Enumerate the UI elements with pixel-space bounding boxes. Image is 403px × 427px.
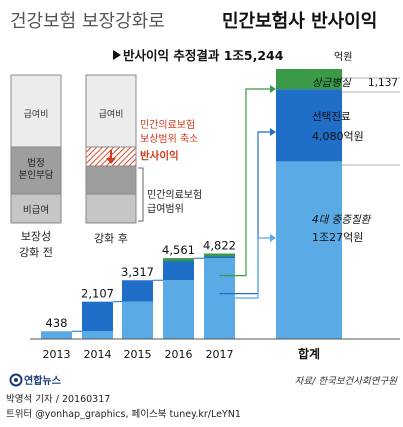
after-nonbenefit-segment (85, 193, 137, 224)
logo-icon (9, 373, 23, 387)
title-light: 건강보험 보장강화로 (10, 11, 165, 32)
after-benefit-segment (85, 74, 137, 148)
before-nonbenefit-label: 비급여 (23, 204, 49, 216)
year-label-2015: 2015 (124, 348, 152, 361)
selective-label-2: 4,080억원 (312, 130, 364, 143)
total-segment-ward (276, 69, 342, 90)
range-label-1: 민간의료보험 (147, 189, 202, 201)
after-copay-segment (85, 165, 137, 195)
logo-dot (14, 378, 18, 382)
bar-top-accent-2016 (163, 258, 194, 262)
bar-base-2014 (82, 331, 113, 339)
diagram-before: 급여비 법정 본인부담 비급여 보장성 강화 전 (10, 74, 62, 259)
before-caption-1: 보장성 (21, 230, 51, 243)
before-copay-label2: 본인부담 (19, 169, 54, 181)
subtitle-main: 반사이익 추정결과 1조5,244 (123, 48, 284, 63)
year-label-2017: 2017 (206, 348, 234, 361)
bar-chart: 438 2013 2,107 2014 3,317 2015 4,561 2016 4,822 2… (30, 69, 400, 361)
before-benefit-label: 급여비 (24, 108, 49, 120)
bar-base-2017 (204, 258, 235, 339)
year-label-2016: 2016 (165, 348, 193, 361)
value-label-2017: 4,822 (203, 239, 236, 253)
before-benefit-segment (10, 74, 62, 148)
shrink-label-2: 보상범위 축소 (140, 132, 198, 145)
title-bold: 민간보험사 반사이익 (222, 10, 377, 32)
bar-increment-2014 (82, 301, 113, 332)
arrow-to-ward-head (270, 85, 276, 93)
before-caption-2: 강화 전 (19, 246, 53, 259)
arrow-to-severe (219, 237, 270, 299)
before-copay-label1: 법정 (27, 158, 44, 169)
bar-2013 (41, 331, 72, 339)
diagram-after: 급여비 강화 후 (85, 74, 137, 245)
ward-label-2: 1,137 (368, 77, 398, 89)
range-label-2: 급여범위 (147, 202, 184, 215)
range-bracket (138, 167, 144, 222)
shrink-label-3: 반사이익 (140, 149, 179, 162)
bar-top-accent-2017 (204, 253, 235, 257)
value-label-2016: 4,561 (162, 243, 195, 257)
severe-label-1: 4대 중증질환 (312, 214, 372, 226)
arrow-to-selective (219, 131, 270, 295)
source-text: 자료/ 한국보건사회연구원 (295, 376, 399, 387)
selective-label-1: 선택진료 (312, 111, 351, 123)
after-caption: 강화 후 (94, 232, 128, 245)
subtitle-unit: 억원 (334, 51, 352, 63)
credit-line-2: 트위터 @yonhap_graphics, 페이스북 tuney.kr/LeYN… (6, 409, 241, 420)
before-nonbenefit-segment (10, 193, 62, 224)
shrink-arrow-icon (106, 158, 116, 164)
bar-base-2016 (163, 280, 194, 339)
bar-increment-2016 (163, 258, 194, 281)
total-segment-selective (276, 89, 342, 162)
before-copay-segment (10, 146, 62, 195)
severe-label-2: 1조27억원 (312, 231, 363, 244)
arrow-to-ward (219, 88, 270, 277)
value-label-2014: 2,107 (81, 287, 114, 301)
bar-base-2015 (122, 301, 153, 339)
arrow-to-selective-head (270, 128, 276, 136)
credit-line-1: 박영석 기자 / 20160317 (6, 394, 111, 405)
value-label-2015: 3,317 (121, 265, 154, 279)
total-segment-severe (276, 161, 342, 339)
year-label-2014: 2014 (84, 348, 112, 361)
value-label-2013: 438 (46, 316, 68, 330)
shrink-label-1: 민간의료보험 (140, 119, 195, 131)
subtitle-arrow-icon (113, 50, 121, 60)
bar-increment-2015 (122, 280, 153, 302)
ward-label-1: 상급병실 (312, 77, 352, 89)
after-benefit-label: 급여비 (99, 108, 124, 120)
total-label: 합계 (298, 346, 320, 361)
year-label-2013: 2013 (43, 348, 71, 361)
arrow-to-severe-head (270, 234, 276, 242)
logo-text: 연합뉴스 (24, 374, 61, 387)
